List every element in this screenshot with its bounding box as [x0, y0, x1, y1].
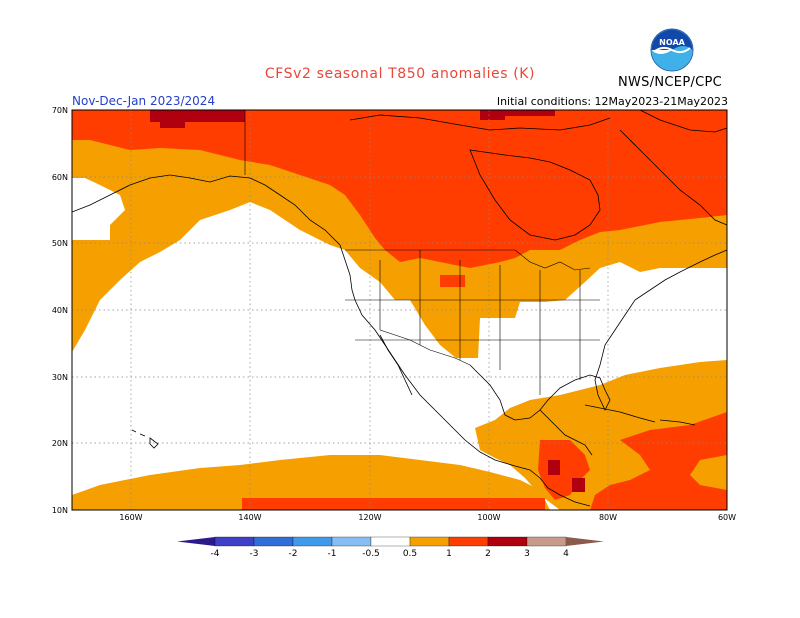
lon-tick: 120W: [358, 513, 381, 522]
svg-text:NOAA: NOAA: [659, 38, 685, 47]
colorbar-segment: [409, 536, 450, 547]
colorbar-label: -3: [250, 549, 259, 559]
colorbar-label: -4: [211, 549, 220, 559]
colorbar-segment: [253, 536, 294, 547]
colorbar-label: 4: [563, 549, 569, 559]
colorbar-label: -2: [289, 549, 298, 559]
lon-tick: 80W: [599, 513, 617, 522]
anomaly-shading: [72, 110, 727, 510]
colorbar-label: 2: [485, 549, 491, 559]
colorbar-segment: [292, 536, 333, 547]
lat-tick: 10N: [52, 506, 68, 515]
colorbar-segment: [331, 536, 372, 547]
lat-tick: 70N: [52, 106, 68, 115]
longitude-axis: 160W 140W 120W 100W 80W 60W: [119, 513, 736, 522]
colorbar-label: 0.5: [403, 549, 417, 559]
colorbar-segment: [487, 536, 528, 547]
lon-tick: 60W: [718, 513, 736, 522]
colorbar-label: 1: [446, 549, 452, 559]
map-title: CFSv2 seasonal T850 anomalies (K): [264, 66, 536, 82]
very-strong-warm-anomaly-region: [150, 110, 245, 128]
colorbar-segment: [214, 536, 255, 547]
map-frame: [71, 109, 728, 511]
colorbar-segment: [566, 537, 604, 546]
organization-label: NWS/NCEP/CPC: [618, 75, 723, 90]
lon-tick: 100W: [477, 513, 500, 522]
lat-tick: 50N: [52, 239, 68, 248]
lon-tick: 140W: [238, 513, 261, 522]
colorbar-legend: -4 -3 -2 -1 -0.5 0.5 1 2 3 4: [177, 536, 604, 559]
political-borders: [244, 110, 600, 395]
colorbar-segment: [526, 536, 567, 547]
forecast-period-label: Nov-Dec-Jan 2023/2024: [72, 94, 216, 108]
colorbar-label: -1: [328, 549, 337, 559]
lat-tick: 40N: [52, 306, 68, 315]
colorbar-label: -0.5: [362, 549, 380, 559]
colorbar-segment: [448, 536, 489, 547]
latitude-axis: 70N 60N 50N 40N 30N 20N 10N: [52, 106, 68, 515]
lat-tick: 30N: [52, 373, 68, 382]
lat-tick: 60N: [52, 173, 68, 182]
coastlines: [71, 109, 728, 507]
lat-tick: 20N: [52, 439, 68, 448]
colorbar-label: 3: [524, 549, 530, 559]
noaa-logo-icon: NOAA: [650, 28, 694, 72]
strong-warm-anomaly-region: [72, 110, 727, 268]
colorbar-segment: [177, 537, 215, 546]
colorbar-segment: [370, 536, 411, 547]
initial-conditions-label: Initial conditions: 12May2023-21May2023: [496, 95, 728, 108]
lon-tick: 160W: [119, 513, 142, 522]
